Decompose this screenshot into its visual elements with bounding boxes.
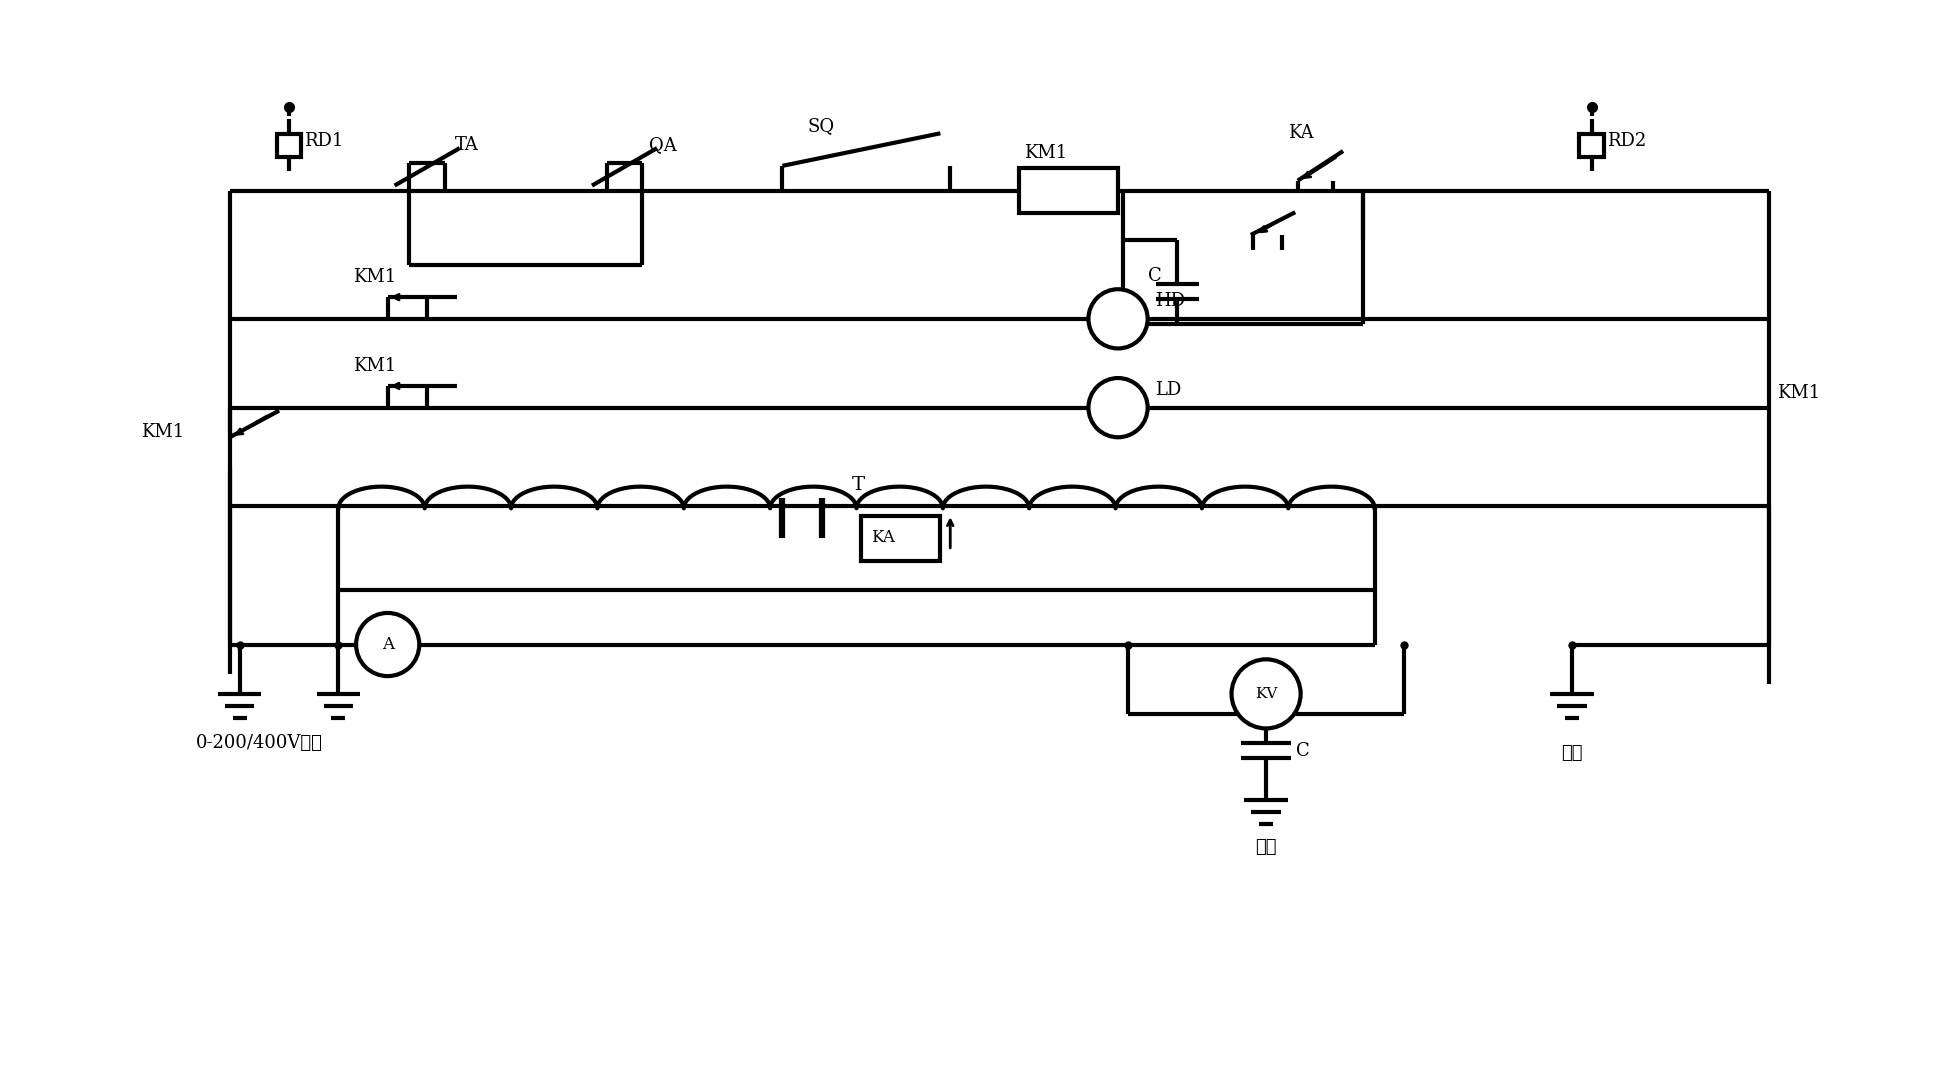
Text: LD: LD <box>1156 381 1181 399</box>
Text: KM1: KM1 <box>353 269 396 287</box>
Text: KM1: KM1 <box>353 357 396 375</box>
Circle shape <box>1231 660 1301 728</box>
Text: RD2: RD2 <box>1607 132 1646 150</box>
Text: 0-200/400V输出: 0-200/400V输出 <box>196 734 322 753</box>
Text: 接地: 接地 <box>1561 744 1582 762</box>
Bar <box>277 133 301 157</box>
Text: RD1: RD1 <box>304 132 343 150</box>
Text: QA: QA <box>650 136 677 155</box>
Text: KA: KA <box>1287 125 1313 142</box>
Text: KM1: KM1 <box>1778 384 1821 402</box>
Text: HD: HD <box>1156 292 1185 310</box>
Text: KA: KA <box>871 530 896 547</box>
Bar <box>1020 168 1119 213</box>
Circle shape <box>357 613 419 676</box>
Text: A: A <box>382 636 394 653</box>
Bar <box>1580 133 1604 157</box>
Text: TA: TA <box>456 136 479 155</box>
Text: T: T <box>851 475 865 494</box>
Text: SQ: SQ <box>807 117 834 135</box>
Bar <box>861 516 940 561</box>
Circle shape <box>1088 289 1148 349</box>
Circle shape <box>1088 378 1148 437</box>
Text: C: C <box>1295 742 1309 760</box>
Text: C: C <box>1148 268 1161 286</box>
Text: KV: KV <box>1255 687 1278 700</box>
Text: KM1: KM1 <box>1024 144 1068 162</box>
Text: 仪表: 仪表 <box>1255 838 1278 856</box>
Text: KM1: KM1 <box>142 423 184 441</box>
